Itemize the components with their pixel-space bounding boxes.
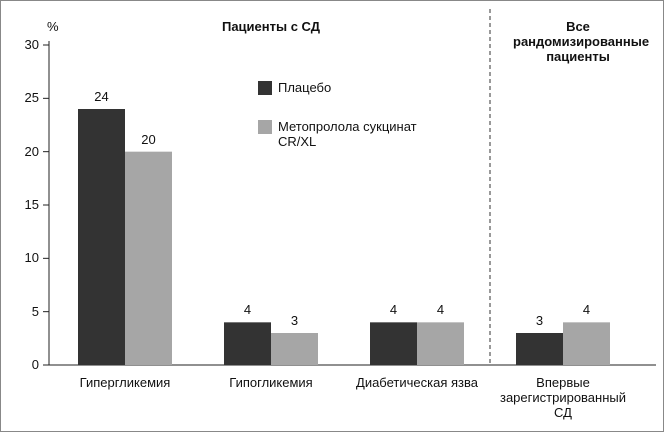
bar	[563, 322, 610, 365]
y-tick-label: 5	[31, 303, 39, 319]
y-tick-label: 20	[24, 143, 39, 159]
bar	[78, 109, 125, 365]
bar	[516, 333, 563, 365]
bar	[417, 322, 464, 365]
value-label: 20	[141, 131, 156, 147]
annotation: Все рандомизированные пациенты	[513, 19, 650, 64]
annotation: Пациенты с СД	[221, 19, 321, 34]
bar	[271, 333, 318, 365]
x-tick-label: Гипергликемия	[79, 375, 171, 390]
y-tick-label: 0	[31, 357, 39, 372]
value-label: 4	[243, 302, 252, 318]
y-tick-label: 30	[24, 37, 39, 52]
x-tick-label: Впервые зарегистрированный СД	[499, 375, 626, 420]
legend-swatch	[258, 81, 272, 95]
value-label: 4	[582, 302, 591, 318]
y-unit: %	[47, 19, 59, 34]
bar	[224, 322, 271, 365]
value-label: 4	[389, 302, 398, 318]
legend-swatch	[258, 120, 272, 134]
value-label: 3	[535, 313, 544, 328]
x-tick-label: Гипогликемия	[229, 375, 313, 390]
bar	[370, 322, 417, 365]
value-label: 24	[94, 89, 109, 104]
y-tick-label: 25	[24, 90, 39, 106]
value-label: 4	[436, 302, 445, 318]
value-label: 3	[290, 313, 299, 328]
bar	[125, 151, 172, 365]
x-tick-label: Диабетическая язва	[356, 375, 478, 390]
y-tick-label: 10	[24, 250, 39, 266]
legend-label: Плацебо	[278, 80, 332, 95]
legend-label: Метопролола сукцинат CR/XL	[278, 119, 417, 149]
y-tick-label: 15	[24, 197, 39, 212]
